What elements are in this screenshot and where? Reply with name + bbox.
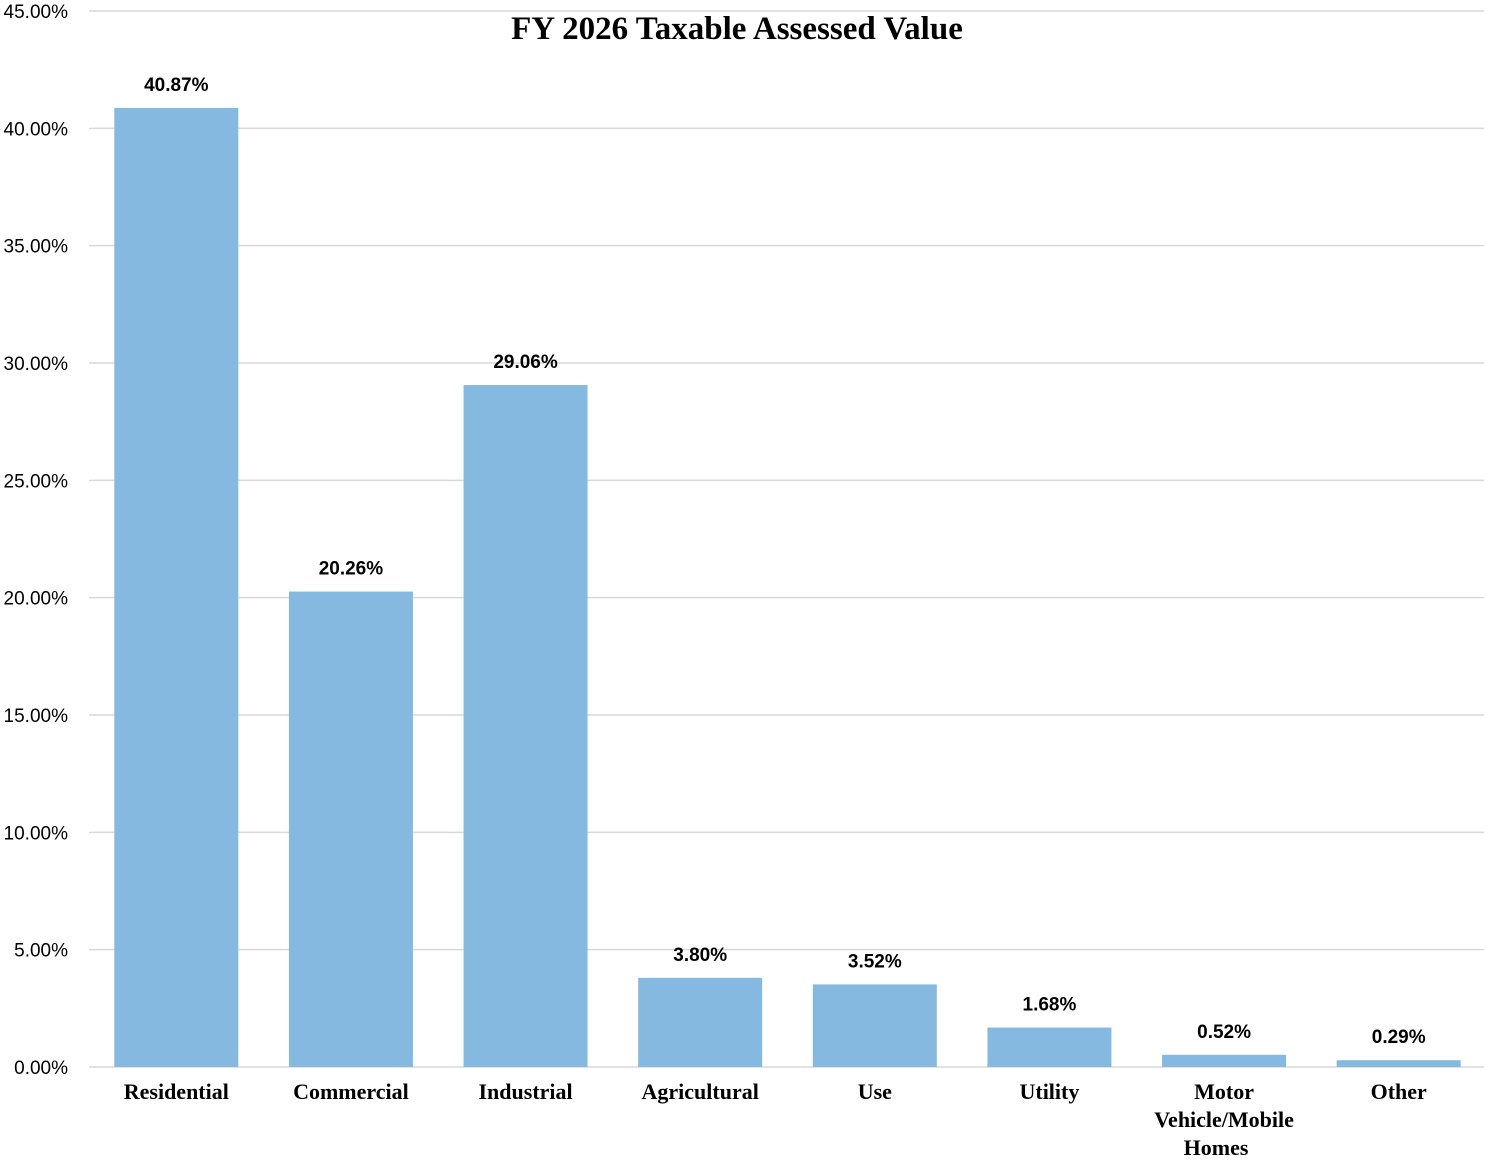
y-axis: 0.00% 5.00% 10.00% 15.00% 20.00% 25.00% 30.00%…	[4, 2, 69, 1079]
data-label: 3.80%	[673, 945, 727, 966]
data-label: 3.52%	[848, 951, 902, 972]
x-tick-label: Agricultural	[642, 1079, 759, 1104]
bar	[812, 984, 937, 1067]
x-tick-label: Other	[1371, 1079, 1427, 1104]
x-tick-label: Vehicle/Mobile	[1154, 1107, 1294, 1132]
bar	[1336, 1060, 1461, 1067]
y-tick-label: 20.00%	[4, 589, 69, 610]
y-tick-label: 45.00%	[4, 2, 69, 23]
y-tick-label: 0.00%	[14, 1058, 68, 1079]
y-tick-label: 5.00%	[14, 941, 68, 962]
x-tick-label: Motor	[1194, 1079, 1254, 1104]
data-label: 0.52%	[1197, 1022, 1251, 1043]
data-label: 1.68%	[1023, 995, 1077, 1016]
bar	[114, 107, 239, 1067]
y-tick-label: 10.00%	[4, 823, 69, 844]
x-tick-label: Use	[858, 1079, 892, 1104]
data-label: 20.26%	[319, 559, 384, 580]
y-tick-label: 35.00%	[4, 237, 69, 258]
x-axis: Residential Commercial Industrial Agricultu…	[124, 1079, 1427, 1160]
bar	[288, 591, 413, 1067]
x-tick-label: Commercial	[293, 1079, 409, 1104]
bar	[638, 977, 763, 1067]
x-tick-label: Industrial	[478, 1079, 572, 1104]
data-labels: 40.87% 20.26% 29.06% 3.80% 3.52% 1.68% 0.52% 0.…	[144, 75, 1426, 1048]
y-tick-label: 25.00%	[4, 471, 69, 492]
y-tick-label: 40.00%	[4, 119, 69, 140]
bar	[987, 1027, 1112, 1067]
x-tick-label: Residential	[124, 1079, 229, 1104]
bar	[1162, 1054, 1287, 1067]
x-tick-label: Utility	[1019, 1079, 1079, 1104]
x-tick-label: Homes	[1184, 1135, 1249, 1160]
data-label: 29.06%	[493, 352, 558, 373]
bars	[114, 107, 1461, 1067]
y-tick-label: 30.00%	[4, 354, 69, 375]
y-tick-label: 15.00%	[4, 706, 69, 727]
data-label: 40.87%	[144, 75, 209, 96]
chart-title: FY 2026 Taxable Assessed Value	[511, 11, 963, 47]
data-label: 0.29%	[1372, 1027, 1426, 1048]
bar	[463, 385, 588, 1067]
